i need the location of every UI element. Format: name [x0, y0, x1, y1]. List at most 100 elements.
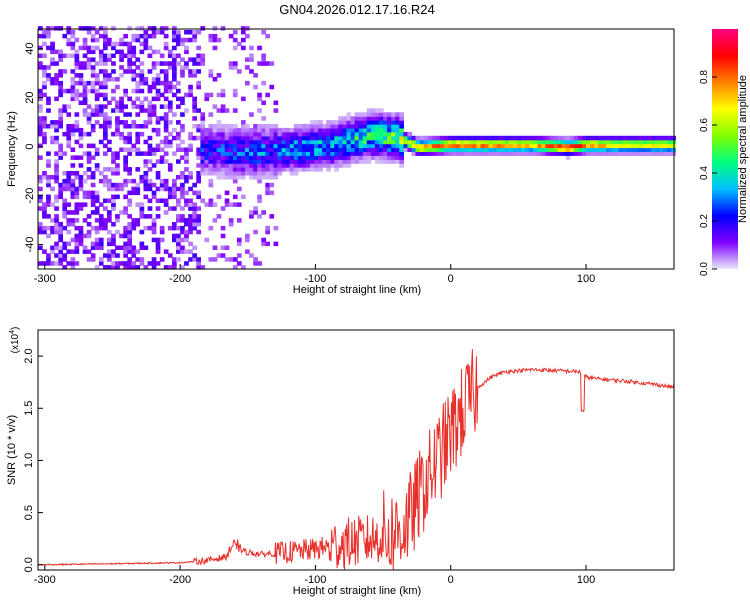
spectrogram-cell: [127, 241, 132, 247]
spectrogram-cell: [192, 124, 197, 129]
spectrogram-cell: [249, 135, 254, 141]
spectrogram-cell: [622, 143, 628, 149]
spectrogram-cell: [139, 175, 145, 180]
spectrogram-cell: [253, 155, 258, 160]
spectrogram-cell: [115, 155, 120, 160]
spectrogram-cell: [196, 53, 201, 58]
spectrogram-cell: [269, 139, 275, 145]
spectrogram-cell: [318, 124, 323, 129]
spectrogram-cell: [50, 249, 55, 254]
spectrogram-cell: [374, 139, 380, 145]
spectrogram-cell: [208, 127, 214, 133]
spectrogram-cell: [98, 112, 104, 117]
spectrogram-cell: [310, 167, 315, 172]
spectrogram-cell: [419, 135, 425, 141]
spectrogram-cell: [261, 241, 266, 247]
spectrogram-cell: [176, 30, 181, 35]
spectrogram-cell: [70, 69, 76, 74]
spectrogram-cell: [62, 202, 68, 207]
spectrogram-cell: [500, 139, 506, 145]
spectrogram-cell: [452, 139, 457, 145]
spectrogram-cell: [135, 202, 141, 207]
spectrogram-cell: [646, 147, 652, 152]
spectrogram-cell: [241, 167, 246, 172]
spectrogram-cell: [42, 131, 47, 137]
spectrogram-cell: [212, 218, 218, 223]
spectrogram-cell: [38, 53, 43, 58]
spectrogram-cell: [172, 77, 177, 82]
spectrogram-cell: [167, 139, 173, 145]
spectrogram-cell: [90, 88, 96, 94]
spectrogram-cell: [456, 147, 461, 152]
spectrogram-cell: [322, 151, 327, 156]
spectrogram-cell: [147, 167, 153, 172]
spectrogram-cell: [602, 139, 607, 145]
spectrogram-cell: [115, 116, 120, 121]
spectrogram-cell: [107, 178, 112, 184]
spectrogram-cell: [180, 37, 185, 43]
spectrogram-cell: [70, 53, 76, 58]
spectrogram-cell: [38, 155, 43, 160]
spectrogram-cell: [123, 53, 128, 58]
spectrogram-cell: [265, 159, 270, 164]
spectrogram-cell: [370, 120, 376, 125]
spectrogram-cell: [663, 151, 668, 156]
spectrogram-cell: [82, 61, 88, 66]
spectrogram-cell: [103, 57, 108, 62]
spectrogram-cell: [103, 225, 108, 231]
spectrogram-cell: [176, 214, 181, 219]
spectrogram-cell: [135, 65, 141, 70]
spectrogram-cell: [196, 214, 201, 219]
spectrogram-cell: [565, 151, 571, 156]
spectrogram-cell: [42, 53, 47, 58]
spectrogram-cell: [143, 194, 149, 200]
spectrogram-cell: [151, 182, 157, 188]
spectrogram-cell: [273, 159, 279, 164]
spectrogram-cell: [521, 135, 526, 141]
spectrogram-cell: [212, 163, 218, 168]
spectrogram-cell: [241, 37, 246, 43]
spectrogram-cell: [220, 124, 226, 129]
spectrogram-cell: [358, 155, 364, 160]
spectrogram-cell: [123, 233, 128, 239]
spectrogram-cell: [212, 26, 218, 31]
spectrogram-cell: [111, 155, 116, 160]
spectrogram-cell: [338, 135, 344, 141]
spectrogram-cell: [196, 261, 201, 266]
spectrogram-cell: [54, 151, 59, 156]
spectrogram-cell: [86, 214, 92, 219]
spectrogram-cell: [42, 249, 47, 254]
spectrogram-cell: [354, 159, 360, 164]
spectrogram-cell: [468, 147, 473, 152]
spectrogram-cell: [261, 171, 266, 176]
spectrogram-cell: [285, 151, 291, 156]
spectrogram-cell: [326, 167, 331, 172]
spectrogram-cell: [517, 139, 522, 145]
spectrogram-cell: [163, 202, 169, 207]
spectrogram-cell: [273, 163, 279, 168]
spectrogram-cell: [86, 257, 92, 262]
spectrogram-cell: [90, 198, 96, 203]
spectrogram-cell: [107, 73, 112, 78]
spectrogram-cell: [70, 127, 76, 133]
spectrogram-cell: [513, 135, 518, 141]
spectrogram-cell: [188, 214, 193, 219]
spectrogram-cell: [163, 33, 169, 39]
spectrogram-cell: [127, 26, 132, 31]
spectrogram-cell: [184, 61, 189, 66]
spectrogram-cell: [334, 139, 339, 145]
spectrogram-cell: [350, 116, 356, 121]
spectrogram-cell: [184, 108, 189, 113]
spectrogram-cell: [305, 127, 311, 133]
spectrogram-cell: [107, 214, 112, 219]
spectrogram-cell: [115, 182, 120, 188]
spectrogram-cell: [610, 135, 616, 141]
spectrogram-cell: [232, 151, 238, 156]
spectrogram-cell: [614, 139, 620, 145]
spectrogram-cell: [94, 194, 100, 200]
spectrogram-cell: [439, 151, 445, 156]
spectrogram-cell: [131, 45, 137, 51]
spectrogram-cell: [232, 178, 238, 184]
spectrogram-cell: [188, 202, 193, 207]
spectrogram-cell: [261, 237, 266, 243]
